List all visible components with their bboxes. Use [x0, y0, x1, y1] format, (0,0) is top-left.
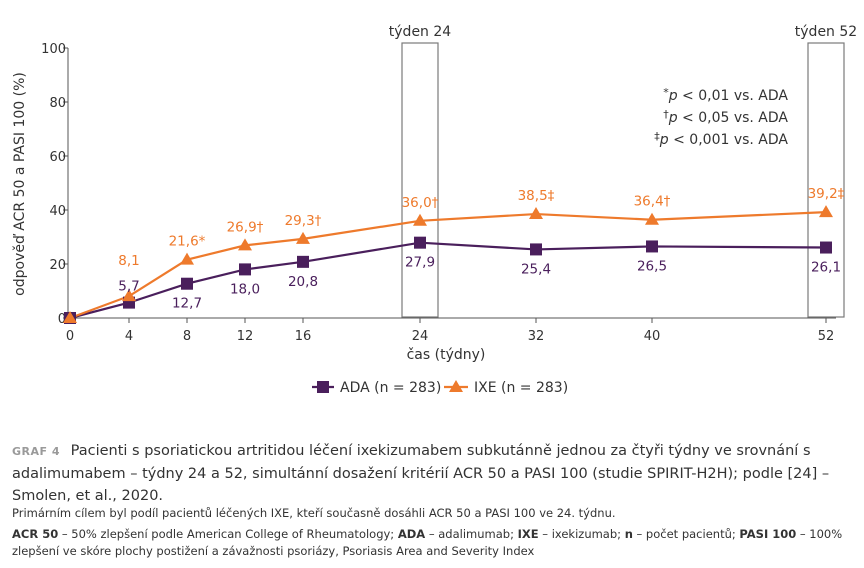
x-tick-label: 24 — [412, 329, 429, 344]
highlight-label: týden 52 — [795, 24, 857, 40]
ada-data-label: 26,1 — [811, 260, 841, 276]
ada-marker — [646, 240, 658, 253]
significance-symbol: ‡ — [654, 130, 660, 143]
ixe-data-label: 29,3† — [285, 213, 322, 229]
y-axis-title: odpověď ACR 50 a PASI 100 (%) — [12, 72, 28, 296]
y-tick-label: 100 — [41, 42, 66, 57]
line-chart: týden 24 týden 52 0 20 40 60 80 100 0 4 8 12 16 24 32 4… — [12, 24, 857, 396]
ada-data-label: 27,9 — [405, 255, 435, 271]
abbr-term: IXE — [517, 527, 539, 541]
ixe-data-label: 26,9† — [227, 219, 264, 235]
abbr-term: n — [624, 527, 633, 541]
y-tick-label: 40 — [49, 204, 66, 219]
ada-marker — [414, 236, 426, 249]
ixe-data-label: 38,5‡ — [518, 188, 555, 204]
abbr-definition: – adalimumab; — [425, 527, 518, 541]
y-tick-label: 60 — [49, 150, 66, 165]
y-tick-label: 0 — [58, 312, 66, 327]
legend-ixe-label: IXE (n = 283) — [474, 380, 568, 396]
p-symbol: p — [659, 132, 669, 148]
highlight-box — [401, 42, 439, 318]
caption-abbreviations: ACR 50 – 50% zlepšení podle American Col… — [12, 526, 852, 560]
ada-data-label: 20,8 — [288, 274, 318, 290]
ixe-data-label: 39,2‡ — [808, 186, 845, 202]
p-symbol: p — [668, 110, 678, 126]
significance-symbol: * — [663, 86, 669, 99]
legend-ixe-marker — [449, 380, 463, 392]
ada-marker — [530, 243, 542, 256]
ixe-marker — [296, 231, 310, 244]
significance-note: ‡p < 0,001 vs. ADA — [654, 130, 788, 148]
abbr-definition: – 100% zlepšení ve skóre plochy postižen… — [12, 527, 843, 558]
ada-marker — [181, 277, 193, 290]
caption-title: Pacienti s psoriatickou artritidou léčen… — [12, 443, 830, 504]
significance-note: †p < 0,05 vs. ADA — [663, 108, 788, 126]
x-tick-label: 52 — [818, 329, 835, 344]
abbr-definition: – počet pacientů; — [632, 527, 740, 541]
y-tick-label: 20 — [49, 258, 66, 273]
ixe-marker — [645, 212, 659, 225]
x-tick-label: 0 — [66, 329, 74, 344]
ada-data-label: 5,7 — [118, 279, 139, 295]
significance-symbol: † — [663, 108, 669, 121]
abbr-term: PASI 100 — [739, 527, 797, 541]
legend-ada-marker — [317, 381, 329, 393]
ixe-data-label: 8,1 — [118, 253, 139, 269]
ada-data-label: 26,5 — [637, 258, 667, 274]
x-tick-label: 8 — [183, 329, 191, 344]
ixe-marker — [819, 205, 833, 218]
ixe-marker — [413, 213, 427, 226]
caption-note: Primárním cílem byl podíl pacientů léčen… — [12, 506, 616, 520]
ixe-marker — [122, 289, 136, 302]
abbr-term: ACR 50 — [12, 527, 59, 541]
ixe-data-label: 36,4† — [634, 194, 671, 210]
x-tick-label: 40 — [644, 329, 661, 344]
ada-data-label: 25,4 — [521, 261, 551, 277]
highlight-box — [807, 42, 845, 318]
abbr-definition: – ixekizumab; — [538, 527, 625, 541]
p-threshold: < 0,01 vs. ADA — [678, 88, 789, 104]
abbr-definition: – 50% zlepšení podle American College of… — [58, 527, 398, 541]
figure-caption: GRAF 4 Pacienti s psoriatickou artritido… — [12, 440, 852, 507]
x-tick-label: 32 — [528, 329, 545, 344]
ixe-marker — [180, 252, 194, 265]
x-tick-label: 4 — [125, 329, 133, 344]
ada-data-label: 12,7 — [172, 296, 202, 312]
ada-data-label: 18,0 — [230, 281, 260, 297]
caption-label: GRAF 4 — [12, 445, 61, 458]
legend-ada-label: ADA (n = 283) — [340, 380, 441, 396]
ada-marker — [297, 255, 309, 268]
significance-note: *p < 0,01 vs. ADA — [663, 86, 788, 104]
y-tick-label: 80 — [49, 96, 66, 111]
x-tick-label: 12 — [237, 329, 254, 344]
x-tick-label: 16 — [295, 329, 312, 344]
x-axis-title: čas (týdny) — [407, 347, 486, 363]
highlight-label: týden 24 — [389, 24, 452, 40]
ada-marker — [239, 263, 251, 276]
ixe-data-label: 21,6* — [169, 234, 206, 250]
ixe-marker — [63, 311, 77, 323]
abbr-term: ADA — [397, 527, 426, 541]
ixe-marker — [529, 207, 543, 220]
ixe-data-label: 36,0† — [402, 195, 439, 211]
ixe-marker — [238, 238, 252, 251]
p-symbol: p — [668, 88, 678, 104]
p-threshold: < 0,05 vs. ADA — [678, 110, 789, 126]
p-threshold: < 0,001 vs. ADA — [669, 132, 789, 148]
ada-marker — [820, 241, 832, 254]
